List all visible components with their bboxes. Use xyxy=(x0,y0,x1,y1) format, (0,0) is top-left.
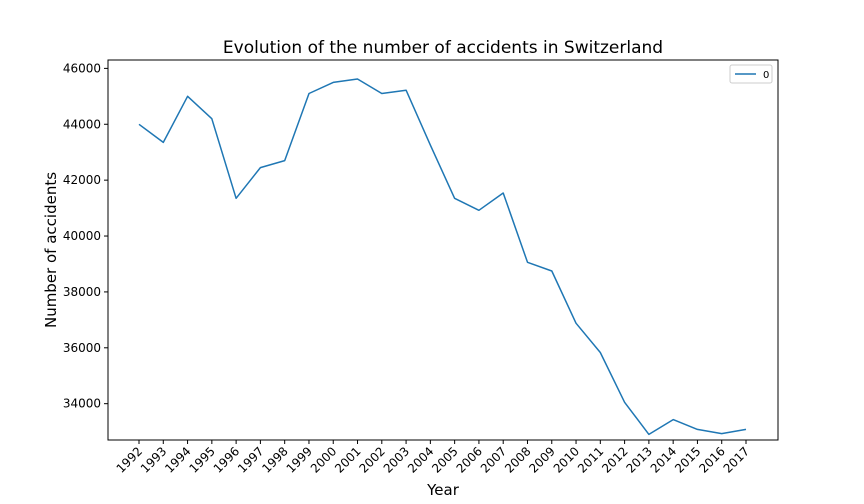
y-axis: 34000 36000 38000 40000 42000 44000 46000 xyxy=(63,61,108,411)
series-line xyxy=(138,78,747,436)
plot-frame xyxy=(107,59,779,441)
data-point xyxy=(187,95,189,97)
x-tick-label: 2009 xyxy=(526,444,557,475)
y-tick-label: 36000 xyxy=(63,341,101,355)
data-point xyxy=(405,89,407,91)
y-tick-label: 38000 xyxy=(63,285,101,299)
data-point xyxy=(696,428,698,430)
x-tick-label: 2001 xyxy=(332,444,363,475)
x-tick-label: 2007 xyxy=(478,444,509,475)
x-tick-label: 2000 xyxy=(308,444,339,475)
data-point xyxy=(381,93,383,95)
y-tick-label: 44000 xyxy=(63,117,101,131)
x-tick-label: 1994 xyxy=(162,444,193,475)
x-tick-label: 2015 xyxy=(672,444,703,475)
data-point xyxy=(526,261,528,263)
x-tick-label: 2017 xyxy=(721,444,752,475)
data-point xyxy=(332,81,334,83)
y-tick-label: 42000 xyxy=(63,173,101,187)
legend: 0 xyxy=(729,64,773,84)
data-point xyxy=(454,197,456,199)
x-tick-label: 2005 xyxy=(429,444,460,475)
data-point xyxy=(259,167,261,169)
x-axis: 1992199319941995199619971998199920002001… xyxy=(114,440,752,476)
data-point xyxy=(357,78,359,80)
series-layer xyxy=(138,78,747,436)
data-point xyxy=(624,401,626,403)
data-point xyxy=(551,270,553,272)
y-axis-label: Number of accidents xyxy=(42,172,60,328)
x-tick-label: 1993 xyxy=(138,444,169,475)
data-point xyxy=(721,433,723,435)
data-point xyxy=(138,123,140,125)
x-tick-label: 2011 xyxy=(575,444,606,475)
data-point xyxy=(478,209,480,211)
x-tick-label: 2004 xyxy=(405,444,436,475)
x-tick-label: 2013 xyxy=(624,444,655,475)
y-tick-label: 46000 xyxy=(63,61,101,75)
data-point xyxy=(648,433,650,435)
data-point xyxy=(429,144,431,146)
data-point xyxy=(308,93,310,95)
x-tick-label: 2016 xyxy=(696,444,727,475)
y-tick-label: 34000 xyxy=(63,397,101,411)
x-tick-label: 2003 xyxy=(381,444,412,475)
x-tick-label: 1992 xyxy=(114,444,145,475)
x-tick-label: 2006 xyxy=(454,444,485,475)
data-point xyxy=(745,428,747,430)
data-point xyxy=(672,419,674,421)
x-tick-label: 1995 xyxy=(186,444,217,475)
data-point xyxy=(211,118,213,120)
x-tick-label: 2012 xyxy=(599,444,630,475)
x-tick-label: 2014 xyxy=(648,444,679,475)
legend-series-label: 0 xyxy=(763,70,769,81)
data-point xyxy=(502,192,504,194)
y-tick-label: 40000 xyxy=(63,229,101,243)
chart-title: Evolution of the number of accidents in … xyxy=(223,38,663,58)
x-tick-label: 2008 xyxy=(502,444,533,475)
x-tick-label: 2010 xyxy=(551,444,582,475)
x-tick-label: 1999 xyxy=(284,444,315,475)
data-point xyxy=(235,197,237,199)
data-point xyxy=(575,322,577,324)
x-tick-label: 1998 xyxy=(259,444,290,475)
data-point xyxy=(162,141,164,143)
x-tick-label: 1997 xyxy=(235,444,266,475)
data-point xyxy=(284,160,286,162)
x-tick-label: 2002 xyxy=(356,444,387,475)
data-point xyxy=(599,352,601,354)
x-tick-label: 1996 xyxy=(211,444,242,475)
x-axis-label: Year xyxy=(426,481,460,499)
